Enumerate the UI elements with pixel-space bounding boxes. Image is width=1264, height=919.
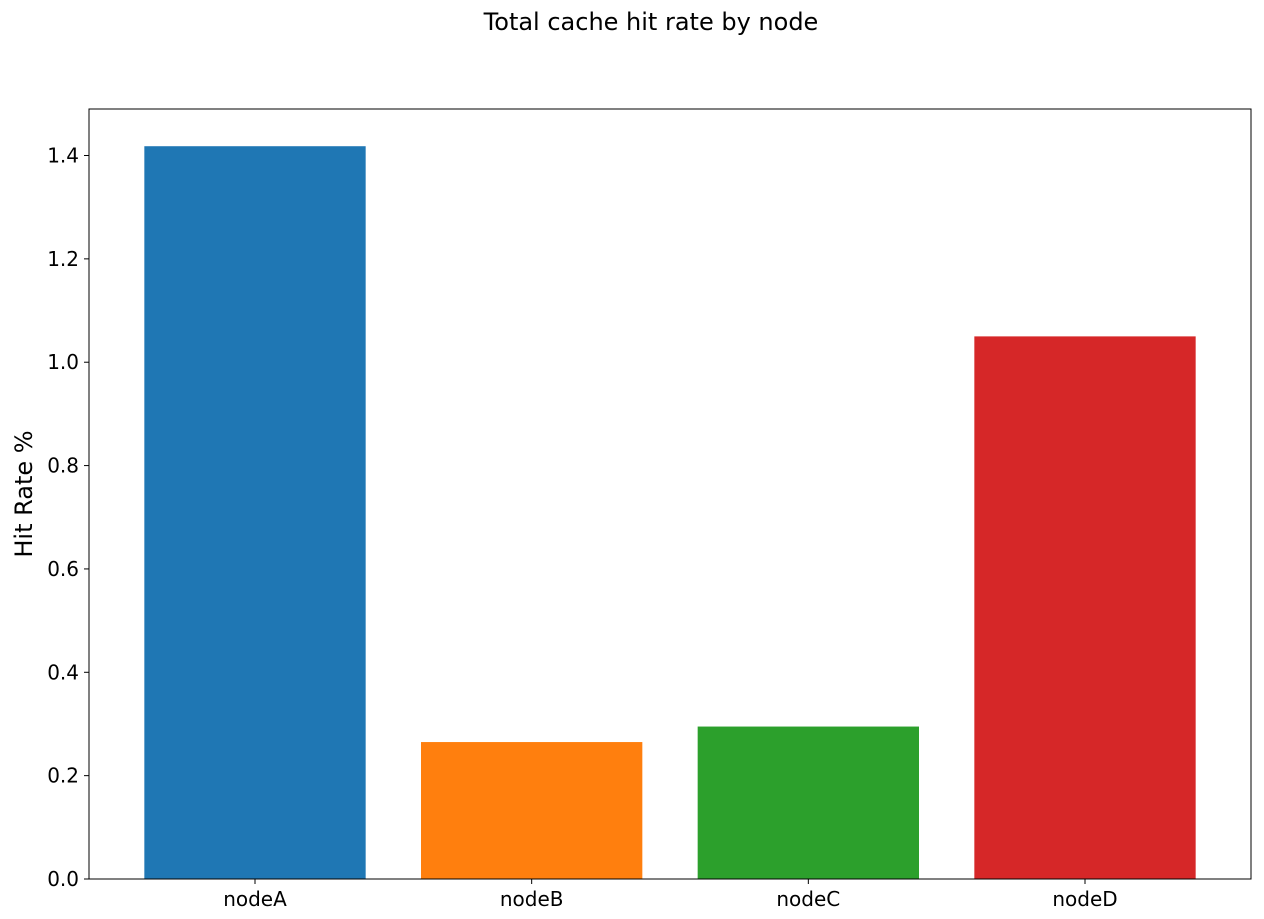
y-tick-label: 0.0	[47, 867, 79, 891]
y-axis-label: Hit Rate %	[10, 430, 38, 557]
y-ticks-layer: 0.0 0.2 0.4 0.6 0.8 1.0 1.2 1.4	[47, 144, 89, 891]
x-ticks-layer: nodeA nodeB nodeC nodeD	[223, 879, 1118, 911]
plot-area-frame	[88, 108, 1252, 880]
x-tick-label-nodeD: nodeD	[1052, 887, 1117, 911]
chart-title: Total cache hit rate by node	[483, 8, 819, 36]
y-tick-label: 0.2	[47, 764, 79, 788]
x-tick-label-nodeA: nodeA	[223, 887, 287, 911]
x-tick-label-nodeC: nodeC	[776, 887, 840, 911]
bar-nodeB	[421, 742, 643, 879]
y-tick-label: 1.0	[47, 350, 79, 374]
bar-nodeA	[144, 146, 366, 879]
y-tick-label: 1.2	[47, 247, 79, 271]
y-tick-label: 0.4	[47, 660, 79, 684]
y-tick-label: 0.6	[47, 557, 79, 581]
y-tick-label: 1.4	[47, 144, 79, 168]
bar-nodeD	[974, 336, 1196, 879]
bars-layer	[144, 146, 1196, 879]
x-tick-label-nodeB: nodeB	[500, 887, 564, 911]
y-tick-label: 0.8	[47, 454, 79, 478]
bar-nodeC	[697, 726, 919, 879]
